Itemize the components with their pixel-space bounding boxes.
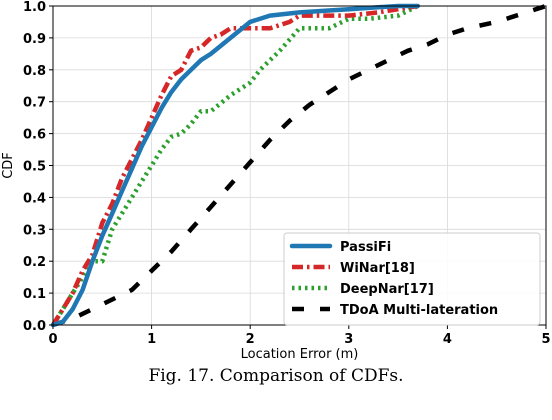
y-tick-label: 1.0 <box>23 0 46 15</box>
y-tick-label: 0.8 <box>23 64 46 79</box>
legend-box <box>283 232 541 326</box>
x-tick-label: 3 <box>344 332 353 347</box>
series-line-passifi <box>50 3 421 328</box>
y-tick-label: 0.3 <box>23 223 46 238</box>
x-axis-label: Location Error (m) <box>241 347 359 360</box>
x-tick-label: 1 <box>147 332 156 347</box>
y-tick-label: 0.1 <box>23 287 46 302</box>
cdf-chart: 0 1 2 3 4 50.00.10.20.30.40.50.60.70.80.91.0 … <box>1 0 551 360</box>
y-axis-label: CDF <box>1 152 16 179</box>
y-tick-label: 0.7 <box>23 96 46 111</box>
axis-ticks: 0 1 2 3 4 5 0.0 0.1 0.2 0.3 0.4 0.5 0.6 0.7 0.8 0.9 1.0 <box>23 0 551 347</box>
legend: PassiFi WiNar[18] DeepNar[17] TDoA Multi-la… <box>283 232 541 326</box>
legend-label: PassiFi <box>340 240 391 255</box>
y-tick-label: 0.9 <box>23 32 46 47</box>
y-tick-label: 0.6 <box>23 128 46 143</box>
series-line-winar-18 <box>51 3 419 327</box>
y-tick-label: 0.0 <box>23 319 46 334</box>
series-line-deepnar-17 <box>51 3 419 327</box>
x-tick-label: 4 <box>443 332 452 347</box>
legend-label: TDoA Multi-lateration <box>340 303 498 318</box>
y-tick-label: 0.4 <box>23 191 46 206</box>
x-tick-label: 0 <box>48 332 57 347</box>
figure-caption: Fig. 17. Comparison of CDFs. <box>148 366 404 386</box>
x-tick-label: 2 <box>246 332 255 347</box>
legend-label: WiNar[18] <box>340 261 415 276</box>
y-tick-label: 0.5 <box>23 160 46 175</box>
legend-label: DeepNar[17] <box>340 282 434 297</box>
series-line-tdoa-multi-lateration <box>52 3 547 328</box>
x-tick-label: 5 <box>541 332 550 347</box>
series-lines <box>50 3 547 328</box>
y-tick-label: 0.2 <box>23 255 46 270</box>
